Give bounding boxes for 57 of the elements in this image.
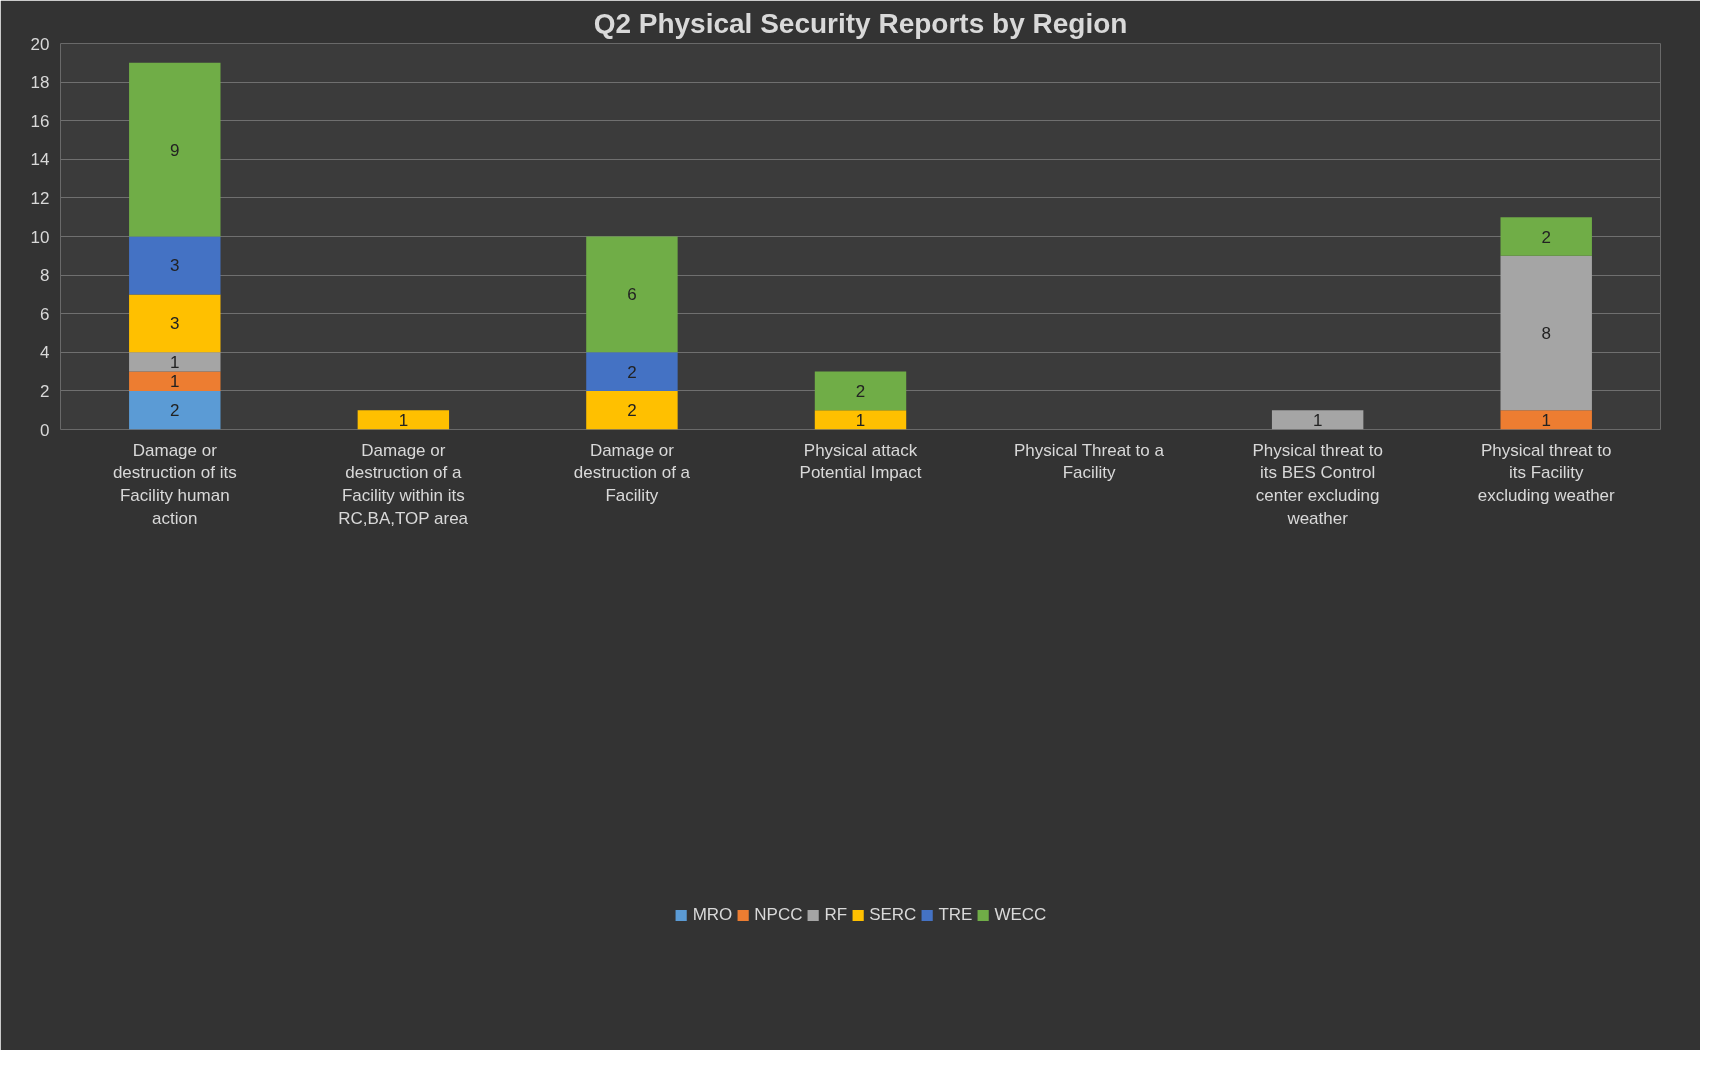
data-label: 3 <box>170 314 180 334</box>
x-tick-label: Damage or destruction of a Facility <box>573 440 691 506</box>
bar <box>1500 217 1592 256</box>
bar <box>814 371 907 411</box>
y-tick-label: 0 <box>40 420 50 440</box>
data-label: 2 <box>855 381 866 401</box>
chart-title: Q2 Physical Security Reports by Region <box>593 7 1128 39</box>
bar <box>129 236 221 295</box>
legend-label: TRE <box>938 905 973 925</box>
x-tick-label: Damage or destruction of a Facility within its RC,BA,TOP area <box>338 440 469 528</box>
bar <box>357 410 450 430</box>
y-tick-label: 8 <box>40 266 50 286</box>
data-label: 1 <box>398 410 409 430</box>
y-tick-label: 2 <box>40 381 50 401</box>
legend-label: RF <box>824 905 848 925</box>
data-label: 6 <box>627 285 637 305</box>
bar <box>586 390 678 430</box>
legend-label: WECC <box>994 905 1047 925</box>
bar <box>814 410 907 430</box>
legend-label: SERC <box>869 905 917 925</box>
data-label: 1 <box>855 410 866 430</box>
y-tick-label: 4 <box>40 343 50 363</box>
legend-label: MRO <box>692 905 733 925</box>
data-label: 3 <box>170 256 180 276</box>
y-tick-label: 12 <box>30 188 50 208</box>
bar <box>1271 410 1364 430</box>
data-label: 9 <box>170 140 180 160</box>
y-tick-label: 10 <box>30 227 50 247</box>
y-tick-label: 14 <box>30 150 50 170</box>
x-tick-label: Physical threat to its BES Control center excluding weather <box>1252 440 1383 528</box>
bar <box>129 62 221 237</box>
data-label: 8 <box>1541 324 1551 343</box>
legend-label: NPCC <box>754 905 803 925</box>
data-label: 2 <box>627 362 637 382</box>
bar <box>129 390 221 430</box>
bar <box>129 371 221 391</box>
y-tick-label: 20 <box>30 34 50 54</box>
data-label: 2 <box>170 401 180 421</box>
y-tick-label: 16 <box>30 111 50 131</box>
data-label: 1 <box>170 352 180 372</box>
data-label: 2 <box>1541 227 1551 247</box>
x-tick-label: Physical attack Potential Impact <box>799 440 922 483</box>
y-tick-label: 6 <box>40 304 50 324</box>
bar <box>1500 255 1592 411</box>
bar <box>586 352 678 391</box>
data-label: 1 <box>1541 410 1551 430</box>
y-tick-label: 18 <box>30 73 50 93</box>
bar <box>129 294 221 353</box>
bar <box>1500 410 1592 430</box>
x-tick-label: Damage or destruction of its Facility human action <box>112 440 237 528</box>
x-tick-label: Physical Threat to a Facility <box>1013 440 1165 483</box>
bar <box>586 236 678 353</box>
x-tick-label: Physical threat to its Facility excluding weather <box>1477 440 1616 506</box>
data-label: 1 <box>1312 410 1323 430</box>
data-label: 1 <box>170 372 180 392</box>
bar <box>129 352 221 372</box>
data-label: 2 <box>627 401 637 421</box>
